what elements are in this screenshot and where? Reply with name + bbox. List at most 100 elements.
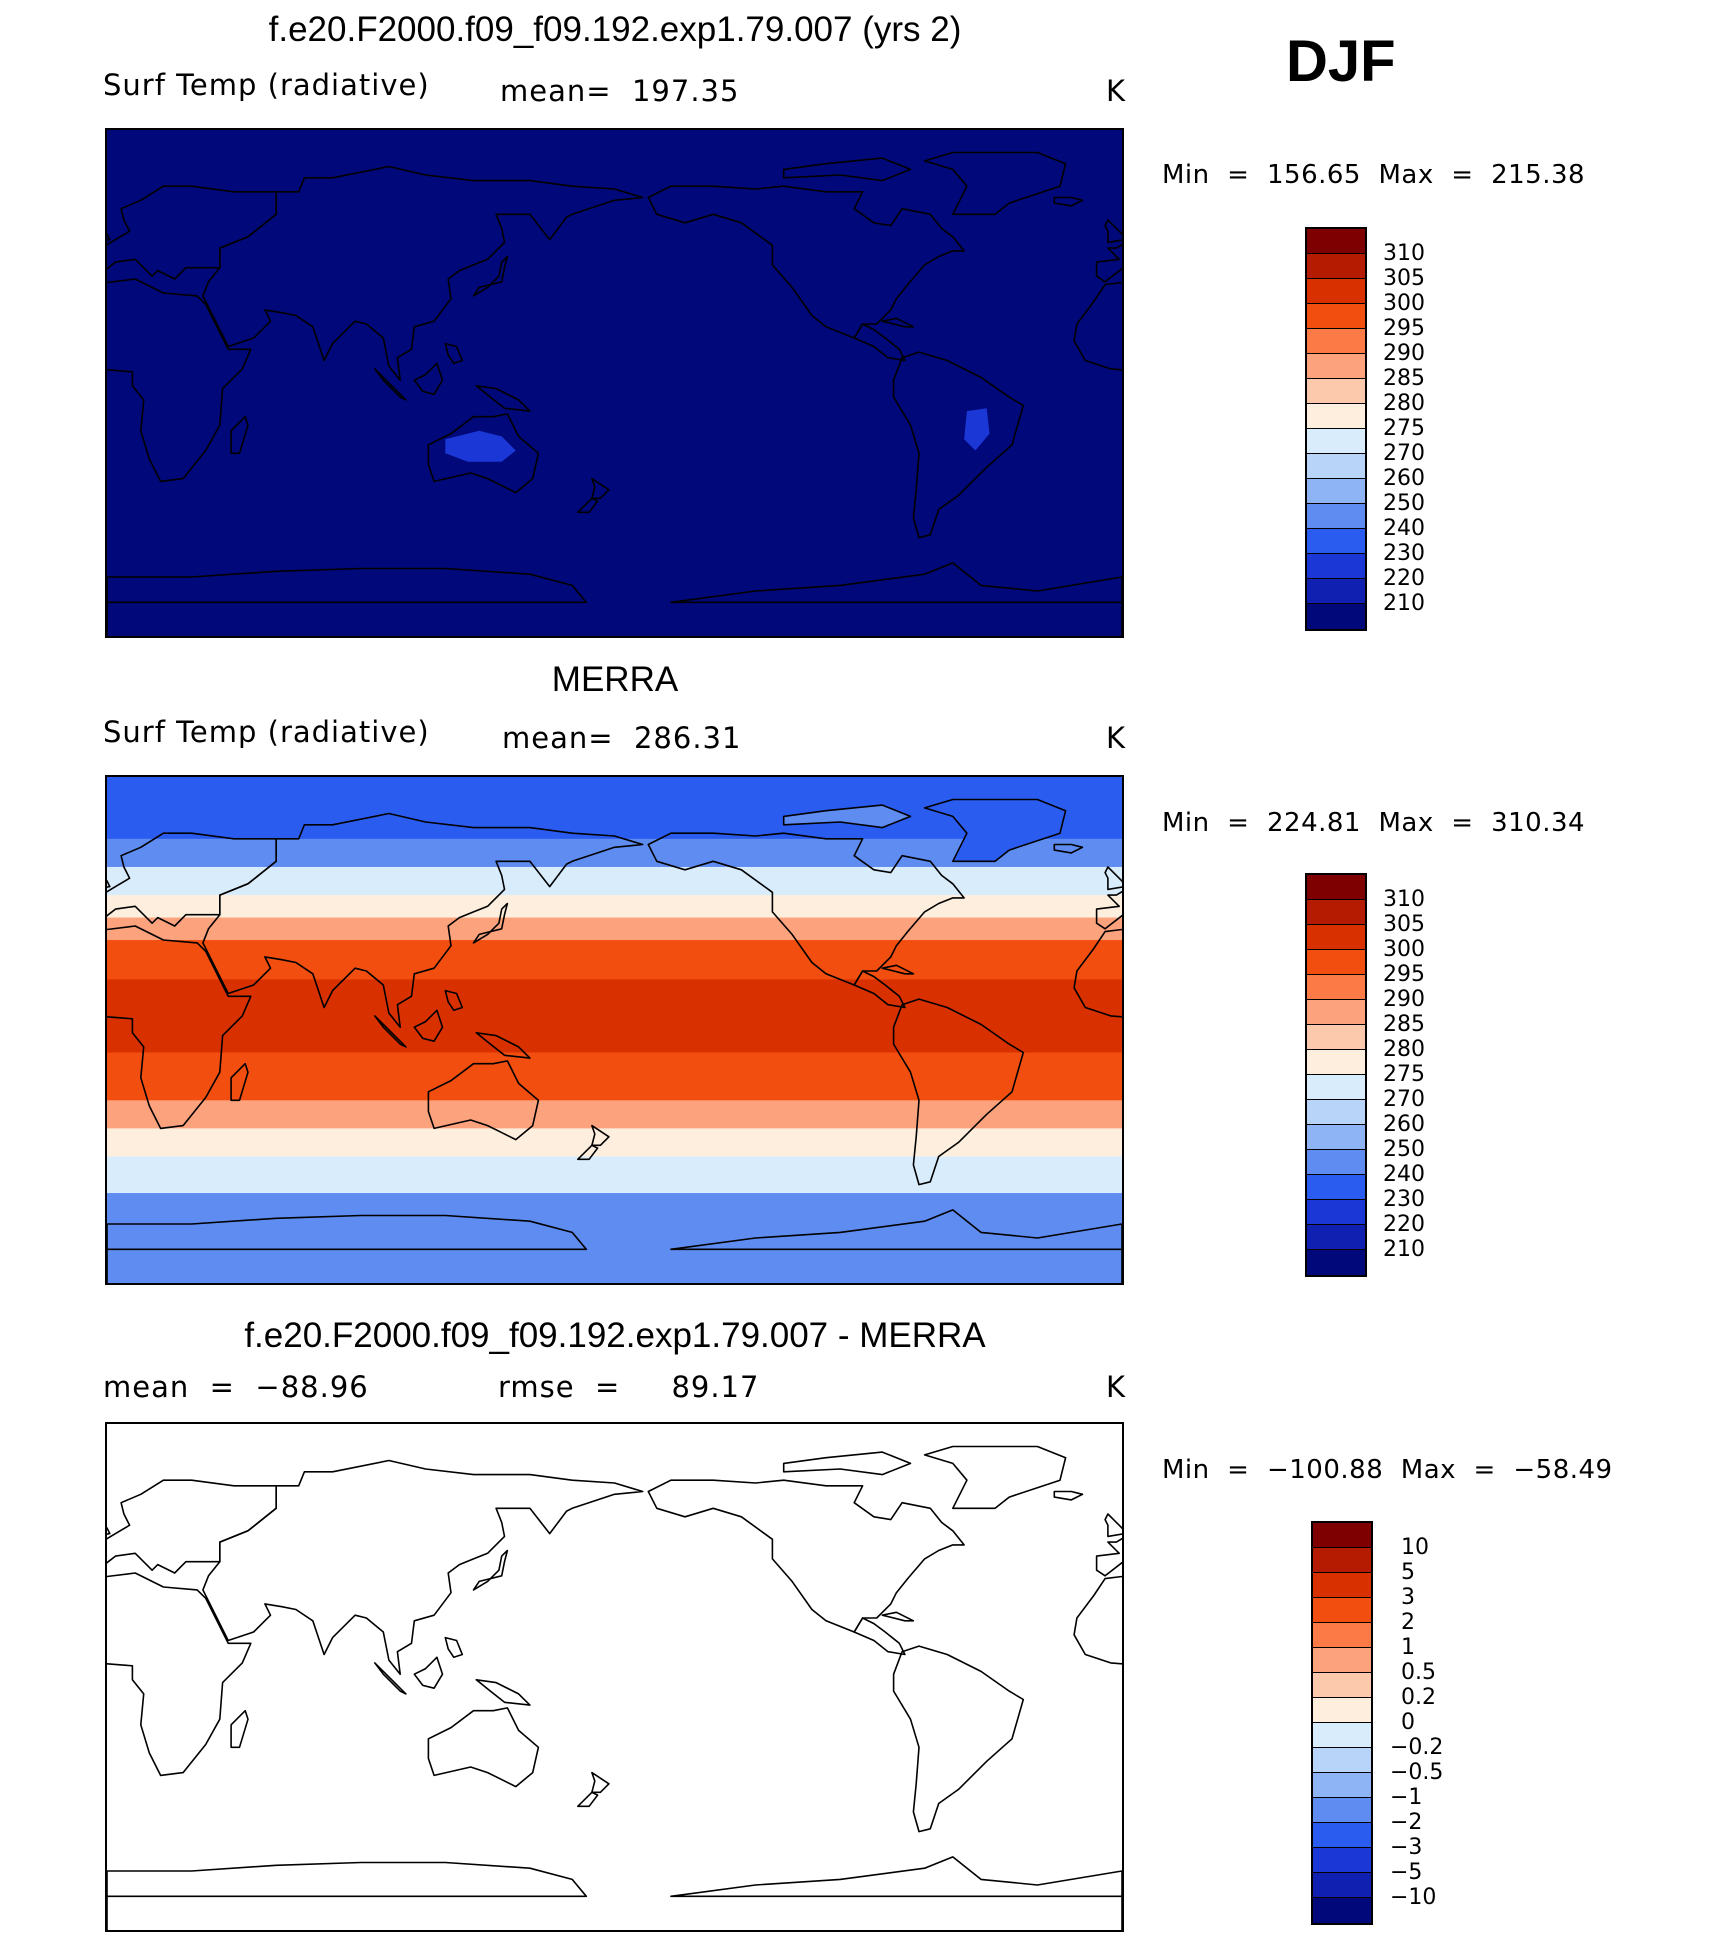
colorbar-tick-label: 280 [1383,391,1425,416]
colorbar-tick-label: 0 [1401,1710,1415,1735]
coastline-antarctica [107,567,588,636]
colorbar-tick-label: 220 [1383,566,1425,591]
panel3-mean-label: mean = −88.96 [103,1370,369,1404]
coastline-namerica [647,185,965,339]
colorbar-swatch [1307,379,1365,404]
panel2-units-label: K [1106,721,1127,755]
temperature-band [107,866,1122,896]
colorbar-swatches [1305,227,1367,631]
panel3-map [105,1422,1124,1932]
coastline-camerica [853,323,906,362]
colorbar-swatch [1307,404,1365,429]
colorbar-tick-label: 300 [1383,937,1425,962]
panel2-map-plot [107,777,1122,1283]
coastline-africa [107,1572,252,1777]
coastline-africa [107,278,252,483]
colorbar-tick-label: 260 [1383,466,1425,491]
colorbar-tick-label: 1 [1401,1635,1415,1660]
colorbar-swatch [1313,1748,1371,1773]
colorbar-swatch [1313,1648,1371,1673]
colorbar-tick-label: 0.5 [1401,1660,1436,1685]
coastline-japan [472,902,509,944]
panel3-rmse-label: rmse = 89.17 [498,1370,760,1404]
panel1-variable-label: Surf Temp (radiative) [103,68,430,102]
colorbar-swatch [1307,354,1365,379]
coastline-newguinea [475,385,531,412]
colorbar-swatch [1313,1798,1371,1823]
coastline-newguinea [475,1679,531,1706]
coastline-japan [472,1549,509,1591]
coastline-cuba [881,317,915,328]
coastline-borneo [413,1656,444,1689]
colorbar-tick-label: 230 [1383,1187,1425,1212]
coastline-sumatra [374,1015,407,1048]
coastline-newguinea [475,1032,531,1059]
colorbar-swatch [1307,950,1365,975]
colorbar-swatch [1307,554,1365,579]
panel3-minmax-label: Min = −100.88 Max = −58.49 [1162,1455,1613,1485]
coastline-sumatra [374,368,407,401]
panel1-mean-label: mean= 197.35 [500,74,740,108]
coastline-iceland [1053,196,1084,207]
colorbar-swatch [1307,925,1365,950]
colorbar-swatch [1313,1548,1371,1573]
coastline-asia [202,1459,644,1675]
coastline-iceland [1053,843,1084,854]
colorbar-swatch [1307,1175,1365,1200]
coastline-antarctica [670,562,1122,636]
colorbar-tick-label: 0.2 [1401,1685,1436,1710]
coastline-camerica [853,1617,906,1656]
colorbar-swatch [1307,1000,1365,1025]
colorbar-swatch [1313,1523,1371,1548]
coastline-uk [107,879,111,888]
coastline-uk [1104,1513,1122,1538]
coastline-canada_isl [782,1451,912,1476]
colorbar-swatch [1313,1848,1371,1873]
colorbar-tick-label: 310 [1383,241,1425,266]
colorbar-tick-label: −10 [1390,1885,1437,1910]
temperature-band [107,940,1122,980]
warm-patch-brazil [964,408,990,451]
coastline-antarctica [107,1214,588,1283]
colorbar-tick-label: 210 [1383,591,1425,616]
colorbar-tick-label: 290 [1383,987,1425,1012]
temperature-band [107,895,1122,919]
panel3-title: f.e20.F2000.f09_f09.192.exp1.79.007 - ME… [244,1316,986,1355]
coastline-uk [1104,219,1122,244]
coastline-greenland [923,798,1067,863]
colorbar-tick-label: 295 [1383,962,1425,987]
temperature-band [107,1156,1122,1194]
coastline-uk [1104,866,1122,891]
coastline-greenland [923,1445,1067,1510]
coastline-nz2 [577,497,599,514]
colorbar-tick-label: 310 [1383,887,1425,912]
panel3-units-label: K [1106,1370,1127,1404]
colorbar-swatch [1307,975,1365,1000]
colorbar-swatches [1311,1521,1373,1925]
colorbar-swatch [1307,1100,1365,1125]
colorbar-swatch [1307,900,1365,925]
colorbar-swatches [1305,873,1367,1277]
coastline-nz [591,477,610,500]
colorbar-tick-label: 300 [1383,291,1425,316]
coastline-borneo [413,362,444,395]
colorbar-tick-label: −1 [1390,1785,1423,1810]
panel2-title: MERRA [551,660,679,699]
colorbar-swatch [1307,1050,1365,1075]
coastline-africa [107,925,252,1130]
coastline-canada_isl [782,804,912,829]
coastline-namerica [647,1479,965,1633]
temperature-band [107,1128,1122,1157]
colorbar-tick-label: −2 [1390,1810,1423,1835]
coastline-antarctica [107,1861,588,1930]
coastline-japan [472,255,509,297]
coastline-philippines [444,989,464,1012]
coastline-philippines [444,1636,464,1659]
coastline-madagascar [230,1709,249,1749]
colorbar-tick-label: 305 [1383,266,1425,291]
colorbar-swatch [1307,479,1365,504]
coastline-australia [427,413,540,494]
colorbar-tick-label: 285 [1383,1012,1425,1037]
coastline-samerica [892,1645,1025,1833]
colorbar-tick-label: 10 [1401,1535,1429,1560]
